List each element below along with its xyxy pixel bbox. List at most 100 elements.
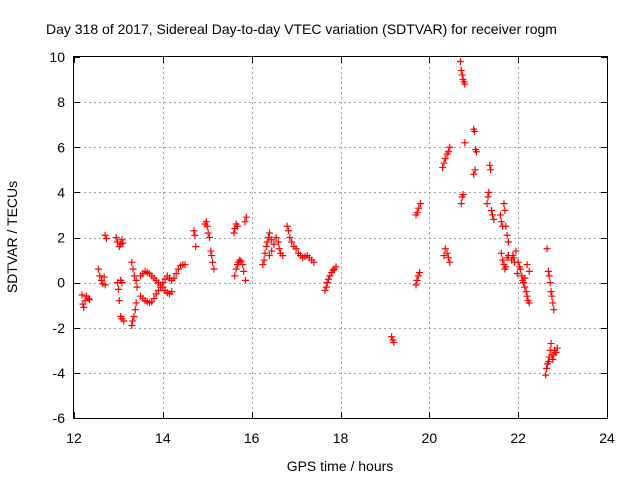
data-point (279, 252, 287, 260)
data-point (499, 256, 507, 264)
data-point (496, 211, 504, 219)
data-point (325, 275, 333, 283)
grid (74, 57, 607, 418)
data-points (78, 58, 561, 379)
data-point (129, 317, 137, 325)
data-point (150, 294, 158, 302)
data-point (323, 279, 331, 287)
data-point (545, 272, 553, 280)
data-point (172, 270, 180, 278)
data-point (272, 234, 280, 241)
data-point (329, 266, 337, 274)
data-point (549, 299, 557, 307)
data-point (413, 276, 421, 284)
x-axis-label: GPS time / hours (287, 458, 394, 474)
data-point (100, 273, 108, 281)
data-point (231, 272, 239, 280)
data-point (486, 161, 494, 169)
data-point (544, 267, 552, 275)
data-point (270, 240, 278, 248)
data-point (207, 247, 215, 255)
data-point (286, 234, 294, 241)
data-point (502, 263, 510, 271)
data-point (472, 148, 480, 156)
y-tick-label: 10 (49, 49, 65, 65)
data-point (321, 287, 329, 295)
data-point (514, 258, 522, 266)
data-point (444, 254, 452, 262)
chart-title: Day 318 of 2017, Sidereal Day-to-day VTE… (46, 21, 557, 37)
data-point (444, 148, 452, 156)
data-point (443, 249, 451, 257)
data-point (523, 292, 531, 300)
data-point (204, 229, 212, 237)
data-point (501, 206, 509, 214)
data-point (310, 258, 318, 266)
data-point (101, 281, 109, 289)
data-point (242, 213, 250, 221)
data-point (285, 227, 293, 235)
data-point (503, 231, 511, 239)
data-point (233, 222, 241, 230)
data-point (510, 254, 518, 262)
data-point (550, 306, 558, 314)
data-point (484, 193, 492, 201)
data-point (516, 265, 524, 273)
data-point (129, 265, 137, 273)
data-point (130, 312, 138, 320)
data-point (457, 67, 465, 75)
data-point (261, 249, 269, 257)
data-point (157, 283, 165, 291)
data-point (265, 229, 273, 237)
data-point (259, 261, 267, 269)
data-point (446, 258, 454, 266)
data-point (457, 200, 465, 208)
data-point (181, 261, 189, 269)
y-tick-label: 4 (57, 184, 65, 200)
data-point (133, 283, 141, 291)
data-point (268, 236, 276, 244)
data-point (525, 299, 533, 307)
data-point (118, 236, 126, 244)
y-tick-label: 8 (57, 94, 65, 110)
data-point (262, 243, 270, 251)
data-point (548, 292, 556, 300)
data-point (471, 127, 479, 135)
data-point (519, 279, 527, 287)
data-point (274, 238, 282, 246)
data-point (128, 258, 136, 266)
data-point (441, 245, 449, 253)
data-point (78, 291, 86, 299)
data-point (459, 191, 467, 199)
data-point (461, 80, 469, 88)
data-point (490, 215, 498, 223)
y-axis-label: SDTVAR / TECUs (4, 181, 20, 293)
data-point (118, 279, 126, 287)
data-point (203, 222, 211, 230)
data-point (275, 245, 283, 253)
data-point (413, 209, 421, 217)
data-point (439, 164, 447, 172)
data-point (120, 317, 128, 325)
data-point (132, 276, 140, 284)
data-point (210, 265, 218, 273)
data-point (119, 239, 127, 247)
data-point (552, 349, 560, 357)
data-point (471, 166, 479, 174)
data-point (488, 206, 496, 214)
data-point (416, 268, 424, 276)
data-point (497, 218, 505, 226)
data-point (115, 297, 123, 305)
data-point (483, 200, 491, 208)
data-point (190, 227, 198, 235)
data-point (522, 288, 530, 296)
data-point (232, 265, 240, 273)
data-point (388, 333, 396, 341)
data-point (288, 238, 296, 246)
y-tick-label: -2 (53, 320, 66, 336)
data-point (322, 283, 330, 291)
y-tick-label: -6 (53, 410, 66, 426)
